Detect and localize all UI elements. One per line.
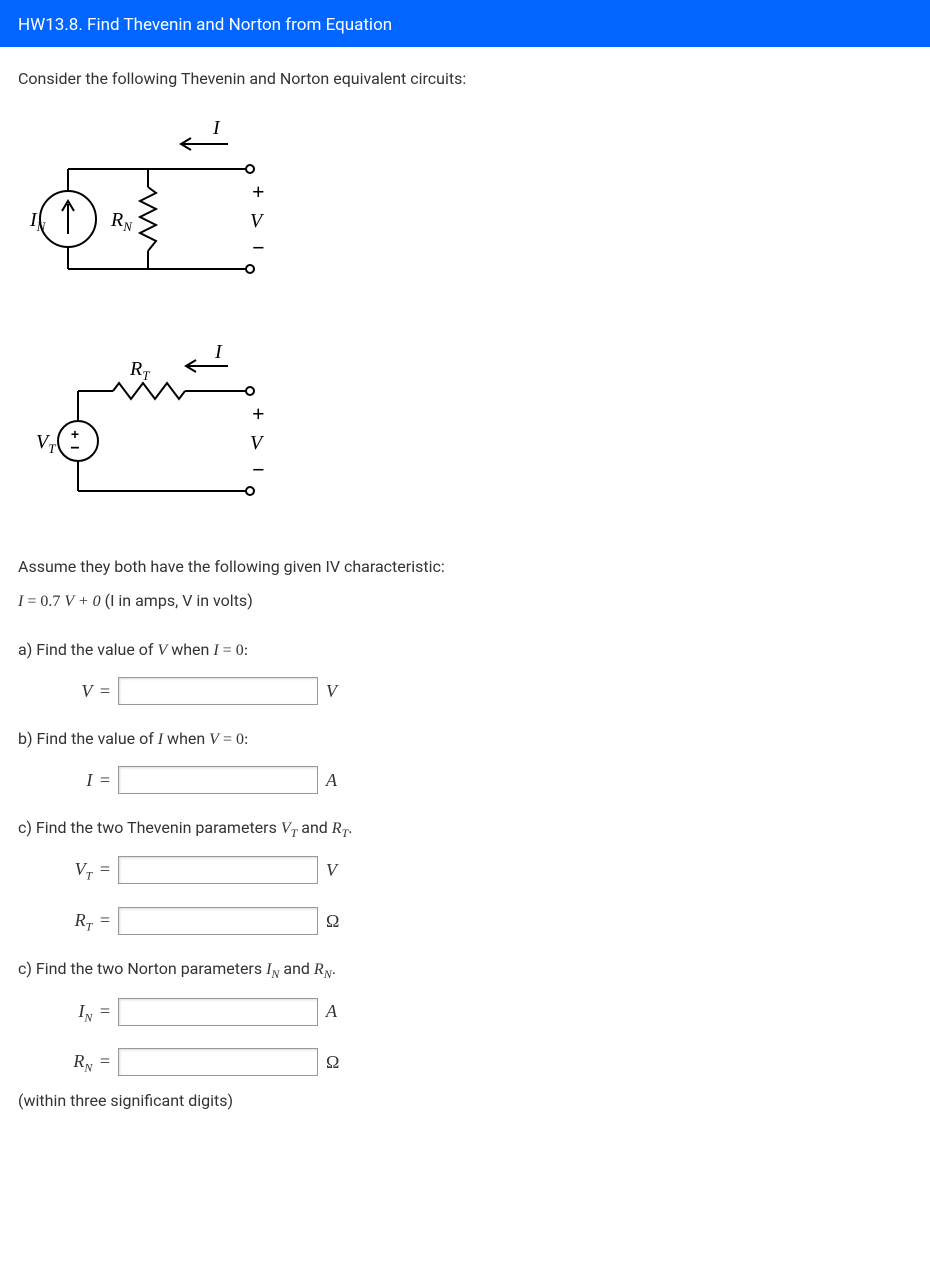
input-IN[interactable]: [118, 998, 318, 1026]
label-VT: VT: [36, 431, 56, 456]
input-row-RN: RN = Ω: [64, 1048, 912, 1077]
label-VT-eq: VT =: [64, 856, 112, 885]
label-I: I: [212, 117, 221, 139]
label-RT: RT: [129, 358, 150, 383]
intro-text: Consider the following Thevenin and Nort…: [18, 67, 912, 91]
part-c1-prompt: c) Find the two Thevenin parameters VT a…: [18, 816, 912, 842]
label-plus-t: +: [252, 401, 265, 426]
label-minus-t: −: [252, 457, 265, 482]
unit-IN: A: [326, 998, 346, 1025]
norton-circuit: I IN RN + V −: [18, 109, 278, 309]
label-minus-n: −: [252, 235, 265, 260]
input-V[interactable]: [118, 677, 318, 705]
part-a-prompt: a) Find the value of V when I = 0:: [18, 638, 912, 663]
label-IN-eq: IN =: [64, 998, 112, 1027]
assume-text: Assume they both have the following give…: [18, 555, 912, 579]
part-c2-prompt: c) Find the two Norton parameters IN and…: [18, 957, 912, 983]
iv-equation: I = 0.7 V + 0 (I in amps, V in volts): [18, 589, 912, 614]
problem-header: HW13.8. Find Thevenin and Norton from Eq…: [0, 3, 930, 47]
label-IN: IN: [29, 209, 47, 234]
thevenin-circuit: + − I RT VT + V −: [18, 331, 278, 531]
unit-V: V: [326, 678, 346, 705]
unit-RN: Ω: [326, 1049, 346, 1076]
input-RN[interactable]: [118, 1048, 318, 1076]
input-row-VT: VT = V: [64, 856, 912, 885]
label-I-eq: I =: [64, 767, 112, 794]
problem-title: HW13.8. Find Thevenin and Norton from Eq…: [18, 15, 392, 35]
input-row-IN: IN = A: [64, 998, 912, 1027]
label-RN: RN: [110, 209, 133, 234]
input-row-V: V = V: [64, 677, 912, 705]
label-RT-eq: RT =: [64, 907, 112, 936]
unit-I: A: [326, 767, 346, 794]
vsource-minus: −: [70, 440, 79, 457]
label-RN-eq: RN =: [64, 1048, 112, 1077]
label-V-eq: V =: [64, 678, 112, 705]
input-RT[interactable]: [118, 907, 318, 935]
input-row-RT: RT = Ω: [64, 907, 912, 936]
input-row-I: I = A: [64, 766, 912, 794]
input-VT[interactable]: [118, 856, 318, 884]
unit-VT: V: [326, 857, 346, 884]
unit-RT: Ω: [326, 908, 346, 935]
part-b-prompt: b) Find the value of I when V = 0:: [18, 727, 912, 752]
circuit-diagrams: I IN RN + V −: [18, 109, 912, 531]
label-V-n: V: [250, 210, 265, 232]
input-I[interactable]: [118, 766, 318, 794]
sigfig-note: (within three significant digits): [18, 1089, 912, 1113]
label-I-t: I: [214, 341, 223, 363]
problem-body: Consider the following Thevenin and Nort…: [0, 47, 930, 1153]
label-V-t: V: [250, 432, 265, 454]
label-plus-n: +: [252, 179, 265, 204]
